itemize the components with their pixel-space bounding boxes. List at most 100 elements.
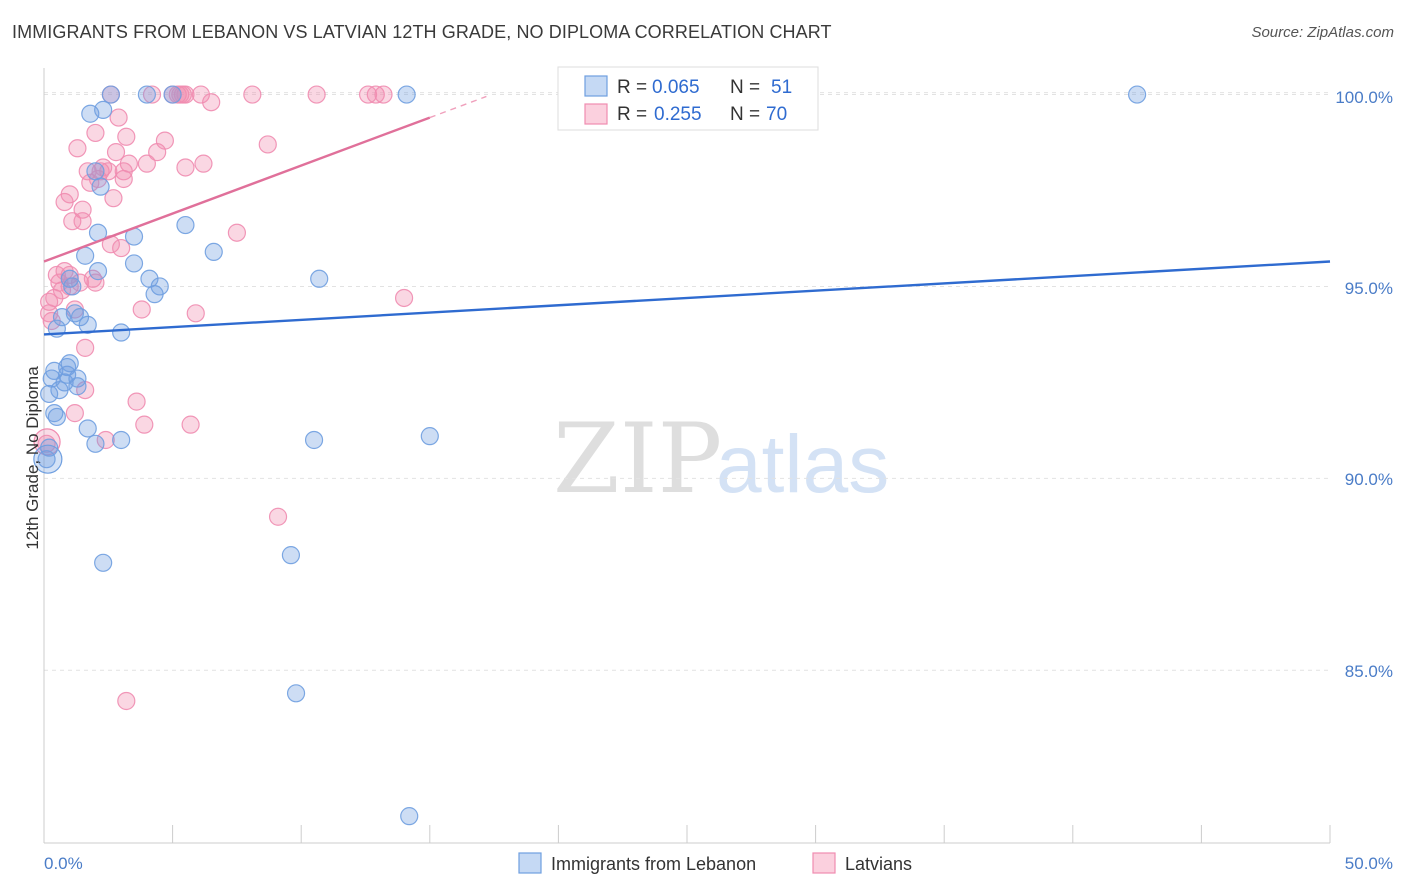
lebanon-point	[78, 419, 97, 438]
latvians-point	[181, 415, 200, 434]
axes	[43, 68, 1331, 844]
latvians-point	[358, 85, 378, 104]
watermark-zip: ZIP	[553, 403, 722, 515]
legend-n-label-latvians: N =	[730, 104, 760, 125]
latvians-point	[137, 154, 156, 173]
latvians-point	[176, 158, 195, 177]
lebanon-point	[68, 369, 87, 388]
lebanon-point	[150, 277, 169, 296]
lebanon-point	[101, 85, 120, 104]
latvians-point	[76, 338, 95, 357]
lebanon-point	[124, 254, 144, 273]
lebanon-point	[70, 308, 90, 327]
lebanon-point	[281, 546, 301, 565]
latvians-trend-line	[43, 116, 431, 263]
latvians-point	[374, 85, 393, 104]
legend-r-label-latvians: R =	[617, 104, 647, 125]
lebanon-point	[397, 85, 416, 104]
latvians-point	[119, 154, 138, 173]
legend-swatch-latvians	[584, 103, 608, 125]
lebanon-point	[37, 450, 56, 469]
latvians-point	[307, 85, 326, 104]
legend-n-label-lebanon: N =	[730, 77, 760, 98]
lebanon-point	[68, 377, 87, 396]
latvians-point	[96, 430, 115, 450]
lebanon-point	[137, 85, 156, 104]
latvians-point	[68, 139, 87, 158]
latvians-point	[227, 223, 246, 242]
latvians-point	[109, 108, 128, 127]
series-legend: Immigrants from Lebanon Latvians	[518, 852, 912, 874]
bottom-legend-label-latvians: Latvians	[845, 854, 912, 874]
latvians-point	[104, 189, 123, 208]
latvians-point	[132, 300, 151, 319]
latvians-point	[135, 415, 154, 434]
latvians-point	[202, 93, 221, 112]
y-tick-label-95: 95.0%	[1345, 279, 1393, 298]
latvians-point	[243, 85, 262, 104]
latvians-point	[86, 123, 105, 143]
bottom-legend-swatch-lebanon	[518, 852, 542, 874]
bottom-legend-swatch-latvians	[812, 852, 836, 874]
latvians-point	[142, 85, 162, 104]
latvians-point	[65, 404, 84, 423]
bottom-legend-label-lebanon: Immigrants from Lebanon	[551, 854, 756, 874]
y-tick-label-100: 100.0%	[1335, 88, 1393, 107]
lebanon-point	[112, 323, 131, 342]
latvians-point	[268, 507, 288, 526]
lebanon-point	[304, 430, 324, 450]
lebanon-point	[94, 553, 113, 572]
lebanon-point	[91, 177, 110, 196]
legend-r-label-lebanon: R =	[617, 77, 647, 98]
lebanon-trend-line	[43, 260, 1331, 336]
latvians-point	[194, 154, 213, 173]
lebanon-point	[78, 315, 97, 334]
lebanon-point	[310, 269, 329, 288]
chart-source: Source: ZipAtlas.com	[1251, 24, 1394, 41]
x-tick-label-max: 50.0%	[1345, 854, 1393, 873]
lebanon-point	[94, 100, 113, 119]
latvians-point	[60, 185, 79, 204]
lebanon-point	[88, 262, 108, 281]
latvians-point	[112, 238, 131, 258]
y-tick-label-85: 85.0%	[1345, 662, 1393, 681]
lebanon-point	[286, 684, 306, 703]
lebanon-point	[40, 384, 59, 404]
latvians-trend-extension	[429, 95, 487, 119]
y-axis-title: 12th Grade, No Diploma	[23, 366, 42, 550]
latvians-point	[117, 691, 136, 711]
lebanon-point	[58, 357, 77, 377]
legend-swatch-lebanon	[584, 75, 608, 97]
lebanon-point	[1127, 85, 1147, 104]
latvians-point	[106, 143, 126, 162]
lebanon-point	[63, 277, 82, 296]
legend-n-value-lebanon: 51	[771, 77, 792, 98]
trend-lines	[43, 95, 1331, 336]
lebanon-point	[86, 162, 105, 181]
latvians-point	[366, 85, 385, 104]
legend-r-value-latvians: 0.255	[654, 104, 702, 125]
lebanon-points	[33, 85, 1147, 826]
lebanon-point	[112, 430, 131, 450]
lebanon-point	[420, 427, 439, 446]
legend-r-value-lebanon: 0.065	[652, 77, 700, 98]
latvians-point	[117, 127, 136, 146]
latvians-point	[176, 85, 195, 104]
latvians-point	[258, 135, 277, 154]
latvians-point	[394, 288, 414, 308]
legend-n-value-latvians: 70	[766, 104, 787, 125]
latvians-point	[63, 212, 82, 231]
lebanon-point	[163, 85, 182, 104]
watermark-atlas: atlas	[716, 419, 889, 510]
latvians-point	[191, 85, 210, 104]
latvians-point	[73, 212, 92, 231]
lebanon-point	[86, 434, 105, 453]
latvians-points	[33, 85, 414, 711]
gridlines	[44, 92, 1330, 671]
lebanon-point	[76, 246, 95, 265]
chart-title: IMMIGRANTS FROM LEBANON VS LATVIAN 12TH …	[12, 22, 832, 42]
lebanon-point	[45, 404, 64, 423]
lebanon-point	[176, 215, 195, 235]
y-tick-label-90: 90.0%	[1345, 470, 1393, 489]
